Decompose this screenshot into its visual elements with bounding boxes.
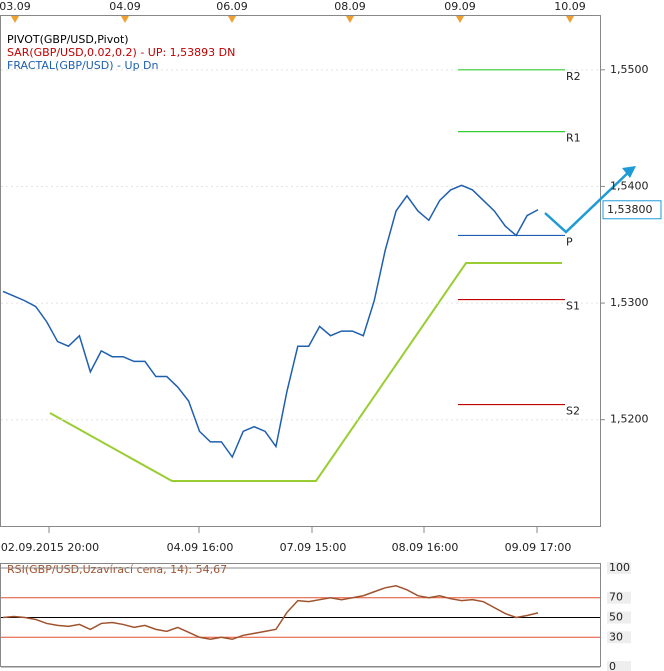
pivot-label: S2 bbox=[566, 405, 580, 418]
arrow-head bbox=[622, 166, 636, 178]
y-tick-label: 70 bbox=[609, 591, 623, 604]
y-tick-label: 50 bbox=[609, 611, 623, 624]
x-tick-label: 08.09 16:00 bbox=[392, 541, 459, 554]
date-marker bbox=[566, 16, 574, 23]
tick-box bbox=[607, 611, 631, 624]
last-price-box bbox=[602, 200, 662, 220]
x-tick-label: 09.09 17:00 bbox=[505, 541, 572, 554]
date-marker bbox=[121, 16, 129, 23]
series-line bbox=[2, 585, 539, 641]
y-tick-label: 0 bbox=[609, 660, 616, 671]
date-marker bbox=[346, 16, 354, 23]
y-tick-label: 30 bbox=[609, 630, 623, 643]
rsi-title: RSI(GBP/USD,Uzavírací cena, 14): 54,67 bbox=[7, 563, 227, 576]
top-date: 08.09 bbox=[334, 0, 366, 13]
x-tick-label: 07.09 15:00 bbox=[280, 541, 347, 554]
forecast-arrow bbox=[544, 167, 634, 234]
tick-box bbox=[607, 661, 631, 671]
date-marker bbox=[228, 16, 236, 23]
top-date: 09.09 bbox=[444, 0, 476, 13]
pivot-label: P bbox=[566, 235, 573, 248]
top-date: 06.09 bbox=[216, 0, 248, 13]
tick-box bbox=[607, 562, 631, 574]
pivot-label: R1 bbox=[566, 132, 581, 145]
tick-box bbox=[607, 631, 631, 644]
series-line bbox=[2, 184, 539, 459]
date-marker bbox=[456, 16, 464, 23]
x-tick-label: 04.09 16:00 bbox=[167, 541, 234, 554]
y-tick-label: 1,5400 bbox=[610, 179, 649, 192]
y-tick-label: 1,5500 bbox=[610, 63, 649, 76]
top-date: 03.09 bbox=[0, 0, 31, 13]
tick-box bbox=[607, 591, 631, 604]
x-tick-label: 02.09.2015 20:00 bbox=[1, 541, 99, 554]
pivot-label: R2 bbox=[566, 70, 581, 83]
top-date: 10.09 bbox=[554, 0, 586, 13]
legend-entry: PIVOT(GBP/USD,Pivot) bbox=[7, 33, 129, 46]
legend-entry: SAR(GBP/USD,0.02,0.2) - UP: 1,53893 DN bbox=[7, 46, 235, 59]
top-date: 04.09 bbox=[109, 0, 141, 13]
trend-line bbox=[49, 262, 562, 482]
y-tick-label: 100 bbox=[609, 561, 630, 574]
date-marker bbox=[11, 16, 19, 23]
y-tick-label: 1,5300 bbox=[610, 296, 649, 309]
legend-entry: FRACTAL(GBP/USD) - Up Dn bbox=[7, 59, 159, 72]
price-frame bbox=[0, 15, 601, 527]
pivot-label: S1 bbox=[566, 300, 580, 313]
y-tick-label: 1,5200 bbox=[610, 413, 649, 426]
last-price: 1,53800 bbox=[607, 203, 653, 216]
